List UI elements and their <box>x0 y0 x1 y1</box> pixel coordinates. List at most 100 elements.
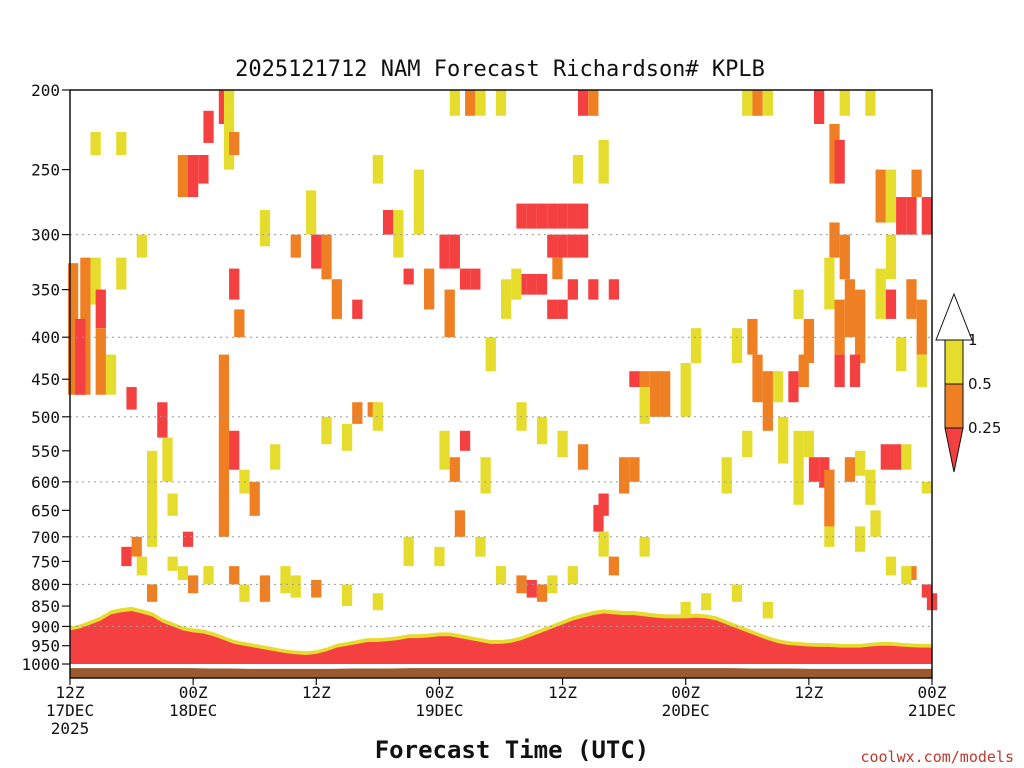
ri-cell <box>290 234 301 258</box>
ri-cell <box>834 299 845 355</box>
ri-cell <box>218 354 230 537</box>
x-tick-label: 12Z <box>794 683 823 702</box>
ri-cell <box>105 354 117 395</box>
y-tick-label: 600 <box>31 473 60 492</box>
ri-cell <box>567 566 578 585</box>
ri-cell <box>557 430 568 458</box>
plot-area <box>67 89 938 679</box>
ri-cell <box>680 601 691 619</box>
ri-cell <box>485 337 496 372</box>
ri-cell <box>475 90 486 116</box>
ri-cell <box>90 257 101 305</box>
ri-cell <box>552 257 563 280</box>
ri-cell <box>116 132 127 156</box>
ri-cell <box>593 504 604 532</box>
chart-title: 2025121712 NAM Forecast Richardson# KPLB <box>235 57 765 82</box>
ri-cell <box>382 210 394 235</box>
y-tick-label: 250 <box>31 161 60 180</box>
ri-cell <box>731 584 743 602</box>
y-tick-label: 950 <box>31 637 60 656</box>
ri-cell <box>844 457 856 482</box>
ri-cell <box>459 268 471 290</box>
ri-cell <box>598 139 609 184</box>
ri-cell <box>916 354 927 388</box>
ri-cell <box>778 416 789 464</box>
x-tick-label: 17DEC <box>46 701 94 720</box>
y-tick-label: 350 <box>31 281 60 300</box>
ri-cell <box>906 279 917 319</box>
ri-cell <box>598 531 609 557</box>
ri-cell <box>470 268 481 290</box>
ri-cell <box>459 430 471 451</box>
ri-cell <box>229 430 240 470</box>
ri-cell <box>526 273 537 295</box>
ri-cell <box>721 457 732 494</box>
x-tick-label: 20DEC <box>662 701 710 720</box>
ri-cell <box>121 546 132 567</box>
y-tick-label: 850 <box>31 597 60 616</box>
x-tick-label: 00Z <box>179 683 208 702</box>
y-tick-label: 550 <box>31 442 60 461</box>
ri-cell <box>188 575 199 594</box>
ri-cell <box>547 299 558 319</box>
ri-cell <box>901 566 912 585</box>
ri-cell <box>921 481 932 494</box>
credit-link[interactable]: coolwx.com/models <box>860 748 1014 766</box>
ri-cell <box>577 234 589 258</box>
ri-cell <box>849 354 861 388</box>
y-tick-label: 1000 <box>21 655 60 674</box>
y-tick-label: 200 <box>31 81 60 100</box>
ri-cell <box>885 289 897 319</box>
y-tick-label: 800 <box>31 575 60 594</box>
ri-cell <box>177 155 189 198</box>
ri-cell <box>557 299 568 319</box>
ri-cell <box>229 566 240 585</box>
ri-cell <box>198 155 209 184</box>
ri-cell <box>223 90 235 170</box>
pbl-red <box>70 611 932 665</box>
ri-cell <box>567 279 578 300</box>
ri-cell <box>824 257 835 310</box>
ri-cell <box>341 584 353 607</box>
ri-cell <box>567 203 578 229</box>
y-axis: 200 250 300 350 400 450 500 550 600 650 700 750 800 8… <box>21 81 70 674</box>
ri-cell <box>229 268 240 300</box>
y-tick-label: 700 <box>31 528 60 547</box>
ri-cell <box>203 566 214 585</box>
ri-cell <box>649 371 661 417</box>
ri-cell <box>701 593 712 611</box>
ri-cell <box>331 279 342 319</box>
ri-cell <box>536 273 548 295</box>
ri-cell <box>480 457 491 494</box>
ri-cell <box>834 139 845 184</box>
ri-cell <box>131 536 142 557</box>
ri-cell <box>177 566 189 580</box>
ri-cell <box>167 493 178 516</box>
ri-cell <box>157 402 168 438</box>
ri-cell <box>403 268 414 285</box>
colorbar-bottom-arrow <box>944 427 964 473</box>
ri-cell <box>136 556 147 576</box>
ri-cell <box>536 416 548 445</box>
ri-cell <box>752 354 763 403</box>
ri-cell <box>598 493 609 516</box>
ri-cell <box>557 234 568 258</box>
ri-cell <box>619 457 630 494</box>
colorbar-yellow <box>944 339 964 385</box>
x-tick-label: 12Z <box>56 683 85 702</box>
y-tick-label: 300 <box>31 226 60 245</box>
ri-cell <box>434 546 445 567</box>
ri-cell <box>311 579 322 598</box>
ri-cell <box>742 430 753 458</box>
ri-cell <box>577 90 589 116</box>
ri-cell <box>536 584 548 602</box>
ri-cell <box>808 457 820 482</box>
colorbar-top-arrow <box>935 292 973 341</box>
ri-cell <box>608 556 620 576</box>
ri-cell <box>844 279 856 338</box>
ri-cell <box>921 197 932 235</box>
plot-frame <box>69 89 933 679</box>
ri-cell <box>449 234 460 269</box>
ri-cell <box>234 309 245 338</box>
ri-cell <box>855 526 866 552</box>
